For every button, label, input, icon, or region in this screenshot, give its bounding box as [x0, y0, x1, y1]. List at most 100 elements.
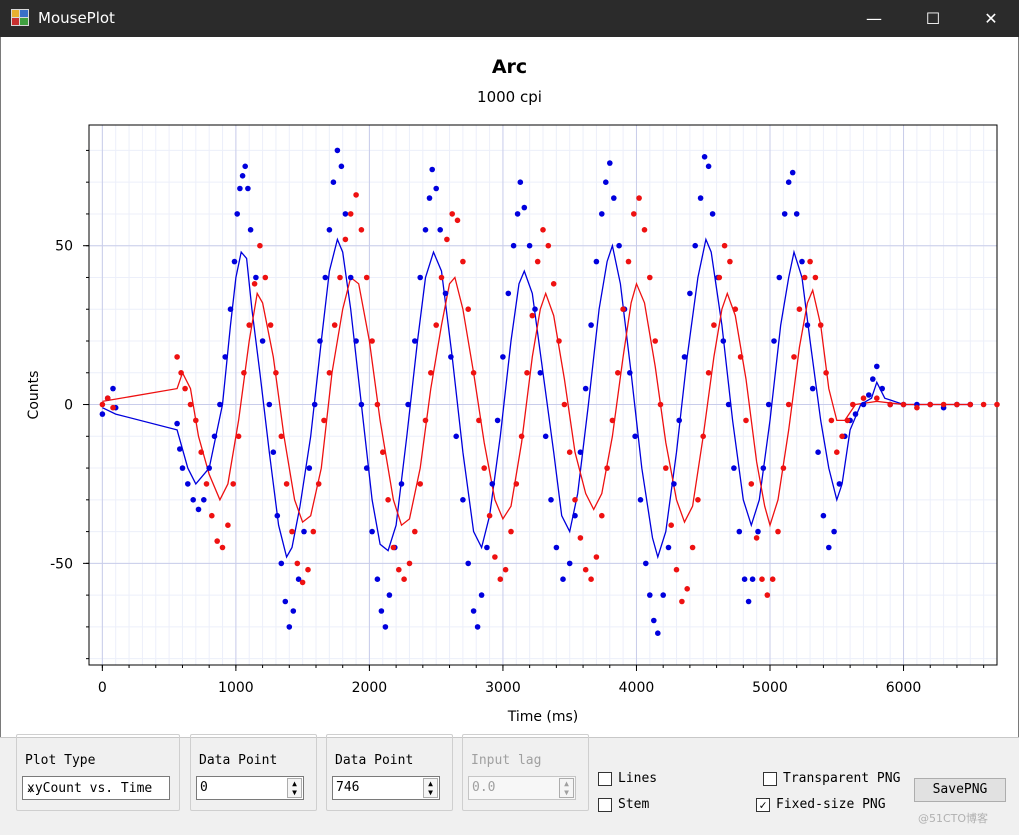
data-point — [632, 433, 638, 440]
data-point — [673, 566, 680, 573]
data-point — [401, 576, 407, 582]
start-value: 0 — [200, 780, 208, 795]
x-tick-label: 5000 — [752, 680, 788, 696]
data-point — [222, 354, 228, 360]
data-point — [315, 481, 322, 487]
data-point — [676, 417, 682, 424]
start-spinner[interactable]: ▲ ▼ — [287, 778, 302, 798]
lag-input[interactable]: 0.0 ▲ ▼ — [468, 776, 576, 800]
data-point — [697, 195, 704, 201]
data-point — [687, 290, 693, 297]
data-point — [727, 258, 733, 265]
data-point — [812, 274, 819, 281]
data-point — [382, 624, 389, 630]
control-panel: Plot Type xyCount vs. Time ⌄ Data Point … — [0, 734, 1019, 835]
close-icon[interactable]: ✕ — [984, 9, 998, 28]
data-point — [801, 274, 808, 281]
start-group: Data Point Start 0 ▲▼ — [190, 734, 317, 811]
data-point — [286, 624, 293, 630]
series-line — [102, 276, 971, 528]
data-point — [185, 481, 191, 487]
data-point — [789, 169, 796, 176]
data-point — [481, 465, 488, 471]
data-point — [665, 544, 672, 551]
data-point — [743, 417, 749, 424]
data-point — [705, 370, 712, 376]
data-point — [306, 465, 313, 471]
lines-box[interactable] — [598, 771, 612, 786]
watermark: @51CTO博客 — [918, 812, 989, 825]
data-point — [521, 204, 528, 211]
data-point — [311, 401, 318, 408]
x-tick-label: 2000 — [352, 680, 388, 696]
data-point — [110, 404, 116, 411]
end-spinner[interactable]: ▲ ▼ — [423, 778, 438, 798]
data-point — [270, 449, 277, 456]
start-input[interactable]: 0 ▲ ▼ — [196, 776, 304, 800]
data-point — [174, 420, 180, 427]
data-point — [406, 560, 413, 567]
data-point — [283, 481, 290, 487]
data-point — [380, 449, 386, 456]
data-point — [257, 242, 263, 249]
data-point — [720, 338, 727, 344]
stem-checkbox[interactable]: Stem — [598, 797, 649, 812]
data-point — [502, 566, 509, 573]
data-point — [497, 576, 504, 582]
lag-spinner[interactable]: ▲ ▼ — [559, 778, 574, 798]
data-point — [513, 481, 520, 487]
save-png-button[interactable]: SavePNG — [914, 778, 1006, 802]
data-point — [759, 576, 765, 582]
maximize-icon[interactable]: ☐ — [925, 9, 941, 28]
data-point — [235, 433, 242, 440]
data-point — [866, 392, 872, 398]
data-point — [206, 465, 212, 471]
fixed-size-png-checkbox[interactable]: ✓ Fixed-size PNG — [756, 797, 886, 812]
data-point — [809, 385, 816, 392]
stem-box[interactable] — [598, 797, 612, 812]
data-point — [253, 274, 259, 281]
transparent-png-box[interactable] — [763, 771, 777, 786]
lines-checkbox[interactable]: Lines — [598, 771, 657, 786]
data-point — [517, 179, 524, 185]
fixed-size-png-label: Fixed-size PNG — [776, 797, 886, 812]
data-point — [609, 417, 616, 424]
data-point — [887, 401, 893, 408]
x-axis-label: Time (ms) — [507, 709, 579, 725]
data-point — [190, 497, 196, 503]
transparent-png-checkbox[interactable]: Transparent PNG — [763, 771, 900, 786]
data-point — [326, 370, 333, 376]
data-point — [651, 617, 657, 624]
y-axis-label: Counts — [26, 371, 42, 420]
end-input[interactable]: 746 ▲ ▼ — [332, 776, 440, 800]
data-point — [692, 242, 698, 249]
data-point — [214, 538, 220, 544]
data-point — [426, 195, 433, 201]
data-point — [494, 417, 501, 424]
plot-area — [0, 37, 1019, 737]
data-point — [836, 481, 843, 487]
start-label: Data Point Start — [197, 753, 301, 769]
data-point — [412, 528, 418, 535]
data-point — [177, 446, 183, 452]
plot-type-select[interactable]: xyCount vs. Time ⌄ — [22, 776, 170, 800]
data-point — [433, 322, 440, 328]
data-point — [369, 338, 375, 344]
minimize-icon[interactable]: — — [866, 9, 882, 28]
data-point — [342, 211, 349, 217]
data-point — [668, 522, 674, 528]
data-point — [753, 535, 760, 541]
fixed-size-png-box[interactable]: ✓ — [756, 797, 770, 812]
data-point — [725, 401, 732, 408]
data-point — [492, 554, 498, 560]
data-point — [294, 560, 301, 567]
data-point — [398, 481, 405, 487]
data-point — [310, 528, 317, 535]
data-point — [246, 322, 252, 328]
data-point — [317, 338, 323, 344]
data-point — [655, 630, 661, 636]
chart-title: Arc — [491, 56, 528, 78]
data-point — [230, 481, 236, 487]
data-point — [765, 401, 772, 408]
data-point — [582, 385, 589, 392]
